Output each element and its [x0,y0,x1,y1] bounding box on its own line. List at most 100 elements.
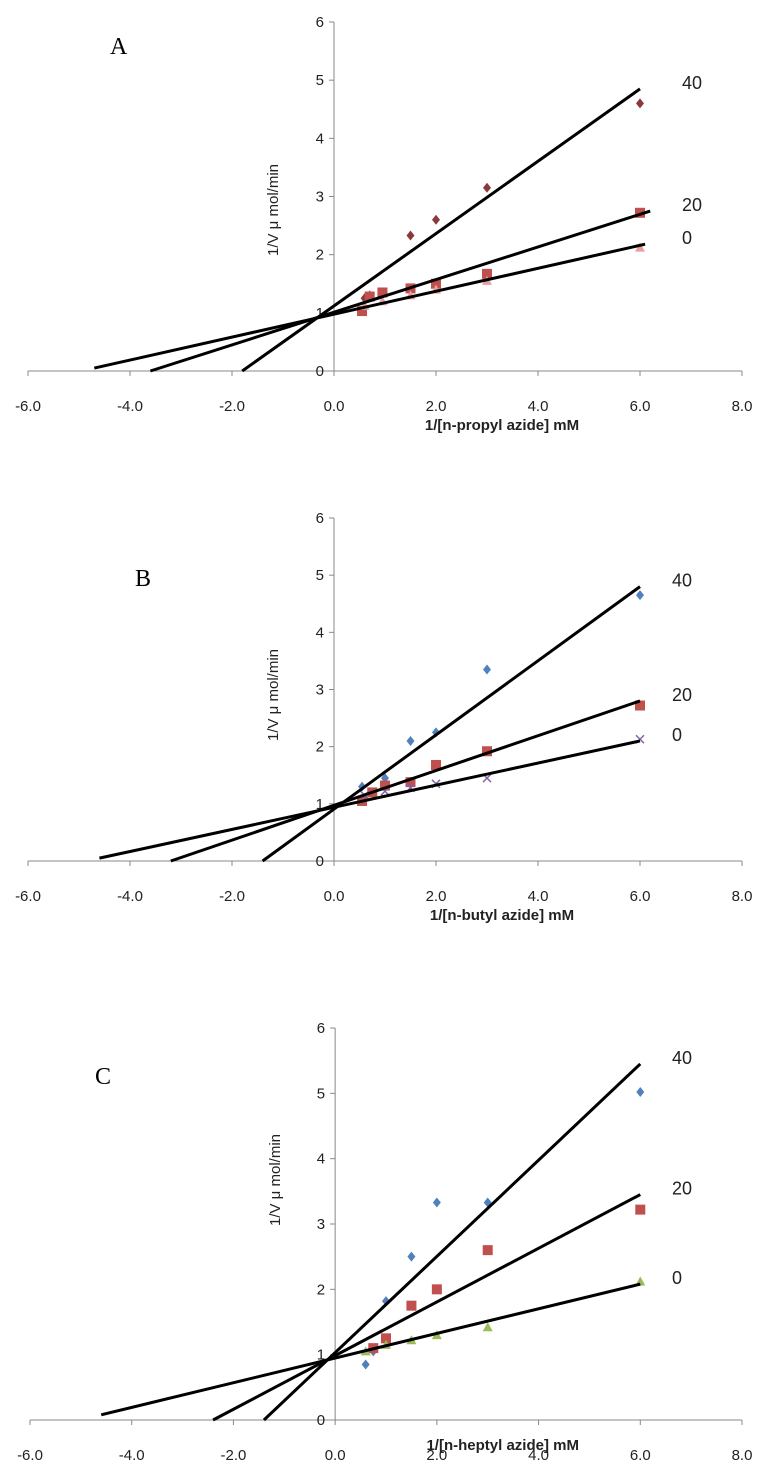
data-point-40 [636,1087,645,1098]
data-point-40 [636,98,644,109]
data-point-40 [358,781,367,792]
data-point-20 [482,1245,493,1256]
x-tick-label: 6.0 [630,888,651,905]
data-point-40 [483,182,491,193]
x-tick-label: 8.0 [732,888,753,905]
fit-line-20 [170,699,641,863]
y-tick-label: 4 [316,130,324,147]
fit-line-20 [149,209,651,373]
series-label-20: 20 [672,1179,692,1199]
x-tick-label: 2.0 [426,888,447,905]
data-point-20 [431,759,441,770]
y-tick-label: 0 [317,1412,325,1429]
chart-panel-b: -6.0 -4.0 -2.0 0.0 2.0 4.0 6.0 8.0 0 1 2 3 4 5 6 1/[n-b… [0,500,764,980]
x-tick-label: -6.0 [17,1447,43,1464]
series-label-40: 40 [672,571,692,591]
x-axis-title: 1/[n-butyl azide] mM [430,907,574,924]
data-point-0 [635,242,645,252]
x-tick-label: 0.0 [325,1447,346,1464]
x-tick-label: 6.0 [630,1447,651,1464]
x-tick-label: -4.0 [119,1447,145,1464]
panel-letter: B [135,566,151,592]
x-tick-label: -6.0 [15,888,41,905]
chart-panel-a: -6.0 -4.0 -2.0 0.0 2.0 4.0 6.0 8.0 0 1 2 3 4 5 6 1/[n-p… [0,0,764,460]
x-tick-label: 4.0 [528,1447,549,1464]
y-tick-label: 0 [316,853,324,870]
data-point-20 [380,780,390,791]
data-point-40 [432,214,440,225]
data-point-0 [482,1322,493,1332]
chart-b-svg: -6.0 -4.0 -2.0 0.0 2.0 4.0 6.0 8.0 0 1 2 3 4 5 6 1/[n-b… [15,510,753,924]
x-tick-label: 0.0 [324,398,345,415]
y-tick-label: 3 [316,189,324,206]
data-point-20 [635,700,645,711]
y-tick-label: 1 [317,1347,325,1364]
y-tick-label: 2 [316,247,324,264]
x-tick-label: 2.0 [426,1447,447,1464]
data-point-40 [432,1197,441,1208]
series-label-20: 20 [672,685,692,705]
data-point-40 [407,1251,416,1262]
data-point-20 [406,1300,417,1311]
x-tick-label: 0.0 [324,888,345,905]
fit-line-40 [262,1062,642,1422]
data-point-20 [381,1333,391,1344]
y-tick-label: 6 [316,14,324,31]
x-tick-label: -2.0 [219,398,245,415]
y-tick-label: 3 [317,1216,325,1233]
series-label-40: 40 [672,1048,692,1068]
y-tick-label: 5 [317,1085,325,1102]
x-tick-label: 8.0 [732,1447,753,1464]
y-tick-label: 2 [317,1281,325,1298]
y-tick-label: 6 [316,510,324,527]
data-point-20 [482,268,492,279]
x-tick-label: 4.0 [528,398,549,415]
fit-line-40 [241,87,641,373]
y-tick-label: 0 [316,363,324,380]
y-axis-title: 1/V μ mol/min [265,164,282,256]
series-label-20: 20 [682,195,702,215]
fit-line-40 [261,585,641,863]
series-label-0: 0 [682,228,692,248]
x-tick-label: -6.0 [15,398,41,415]
fit-line-20 [212,1193,641,1422]
chart-panel-c: -6.0 -4.0 -2.0 0.0 2.0 4.0 6.0 8.0 0 1 2 3 4 5 6 1/[n-h… [0,1000,764,1464]
series-label-40: 40 [682,73,702,93]
data-point-20 [364,291,375,302]
data-point-40 [406,735,415,746]
x-axis-title: 1/[n-propyl azide] mM [425,417,579,434]
x-tick-label: 2.0 [426,398,447,415]
x-tick-label: -4.0 [117,398,143,415]
data-point-20 [357,306,368,317]
data-point-20 [431,278,441,289]
fit-line-0 [93,242,646,370]
data-point-40 [406,230,415,241]
data-point-40 [361,1359,370,1370]
y-axis-title: 1/V μ mol/min [265,649,282,741]
data-point-20 [405,777,416,788]
chart-a-svg: -6.0 -4.0 -2.0 0.0 2.0 4.0 6.0 8.0 0 1 2 3 4 5 6 1/[n-p… [15,14,753,434]
panel-letter: A [110,34,128,60]
x-tick-label: -4.0 [117,888,143,905]
data-point-40 [483,664,491,675]
y-tick-label: 4 [317,1151,325,1168]
x-tick-label: 8.0 [732,398,753,415]
fit-line-0 [99,739,641,860]
data-point-20 [482,746,492,757]
x-tick-label: -2.0 [220,1447,246,1464]
data-point-20 [431,1284,442,1295]
y-tick-label: 4 [316,624,324,641]
data-point-40 [636,590,644,601]
y-tick-label: 3 [316,682,324,699]
y-tick-label: 1 [316,796,324,813]
x-axis-title: 1/[n-heptyl azide] mM [426,1437,579,1454]
data-point-20 [377,287,388,298]
panel-letter: C [95,1064,111,1090]
x-tick-label: 6.0 [630,398,651,415]
x-tick-label: -2.0 [219,888,245,905]
series-label-0: 0 [672,725,682,745]
series-label-0: 0 [672,1268,682,1288]
data-point-20 [635,1204,646,1215]
y-tick-label: 5 [316,567,324,584]
y-tick-label: 6 [317,1020,325,1037]
